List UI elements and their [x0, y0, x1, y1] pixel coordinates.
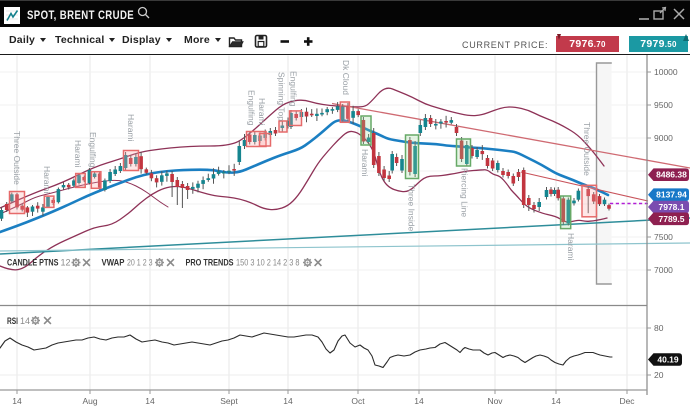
svg-text:Harami: Harami — [73, 140, 83, 168]
svg-text:40.19: 40.19 — [657, 355, 679, 365]
svg-text:Engulfing: Engulfing — [289, 71, 299, 107]
svg-text:9500: 9500 — [654, 100, 673, 110]
svg-text:7978.1: 7978.1 — [659, 202, 685, 212]
svg-text:Harami: Harami — [360, 149, 370, 177]
svg-text:RSI: RSI — [7, 316, 18, 326]
svg-text:Aug: Aug — [82, 396, 97, 406]
svg-text:20 1 2 3: 20 1 2 3 — [127, 258, 153, 268]
svg-text:12: 12 — [61, 258, 71, 268]
svg-text:8137.94: 8137.94 — [656, 190, 687, 200]
svg-text:14: 14 — [12, 396, 22, 406]
svg-text:80: 80 — [654, 323, 664, 333]
svg-text:7500: 7500 — [654, 232, 673, 242]
svg-text:14: 14 — [414, 396, 424, 406]
svg-text:Sept: Sept — [220, 396, 238, 406]
svg-text:Three Outside: Three Outside — [12, 131, 22, 185]
svg-text:9000: 9000 — [654, 133, 673, 143]
svg-text:Three Inside: Three Inside — [407, 184, 417, 232]
svg-text:Three Outside: Three Outside — [582, 122, 592, 176]
svg-text:10000: 10000 — [654, 67, 678, 77]
svg-text:20: 20 — [654, 370, 664, 380]
svg-text:CANDLE PTNS: CANDLE PTNS — [7, 258, 59, 268]
svg-text:Engulfing: Engulfing — [247, 90, 257, 126]
svg-text:7789.5: 7789.5 — [659, 214, 685, 224]
svg-text:Oct: Oct — [351, 396, 365, 406]
svg-text:14: 14 — [551, 396, 561, 406]
svg-text:Harami: Harami — [126, 114, 136, 142]
svg-text:14: 14 — [145, 396, 155, 406]
svg-text:150 3 10 2 14 2 3 8: 150 3 10 2 14 2 3 8 — [236, 258, 300, 268]
svg-text:14: 14 — [20, 316, 30, 326]
svg-text:7000: 7000 — [654, 265, 673, 275]
svg-text:Piercing Line: Piercing Line — [460, 168, 470, 217]
svg-text:Dec: Dec — [619, 396, 635, 406]
svg-text:VWAP: VWAP — [102, 258, 125, 268]
svg-text:Harami: Harami — [257, 98, 267, 126]
svg-text:Nov: Nov — [487, 396, 503, 406]
svg-text:Engulfing: Engulfing — [88, 132, 98, 168]
svg-text:Harami: Harami — [566, 233, 576, 261]
svg-text:8486.38: 8486.38 — [656, 170, 687, 180]
svg-text:Spinning Top: Spinning Top — [277, 72, 287, 121]
svg-text:Dk Cloud: Dk Cloud — [341, 60, 351, 95]
svg-text:PRO TRENDS: PRO TRENDS — [186, 258, 234, 268]
svg-text:14: 14 — [283, 396, 293, 406]
svg-text:Harami: Harami — [42, 166, 52, 194]
